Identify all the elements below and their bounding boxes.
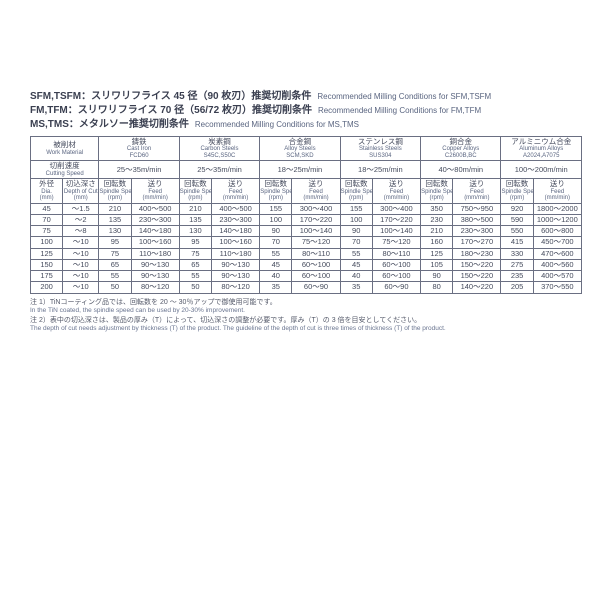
table-head: 被削材Work Material鋳鉄Cast IronFCD60炭素鋼Carbo…	[31, 137, 582, 204]
notes-block: 注 1）TiNコーティング品では、回転数を 20 ～ 30％アップで御使用可能で…	[30, 298, 580, 334]
table-body: 45～1.5210400～500210400～500155300～4001553…	[31, 203, 582, 293]
conditions-table: 被削材Work Material鋳鉄Cast IronFCD60炭素鋼Carbo…	[30, 136, 582, 294]
headings-block: SFM,TSFM：スリワリフライス 45 径（90 枚刃）推奨切削条件Recom…	[30, 90, 580, 132]
